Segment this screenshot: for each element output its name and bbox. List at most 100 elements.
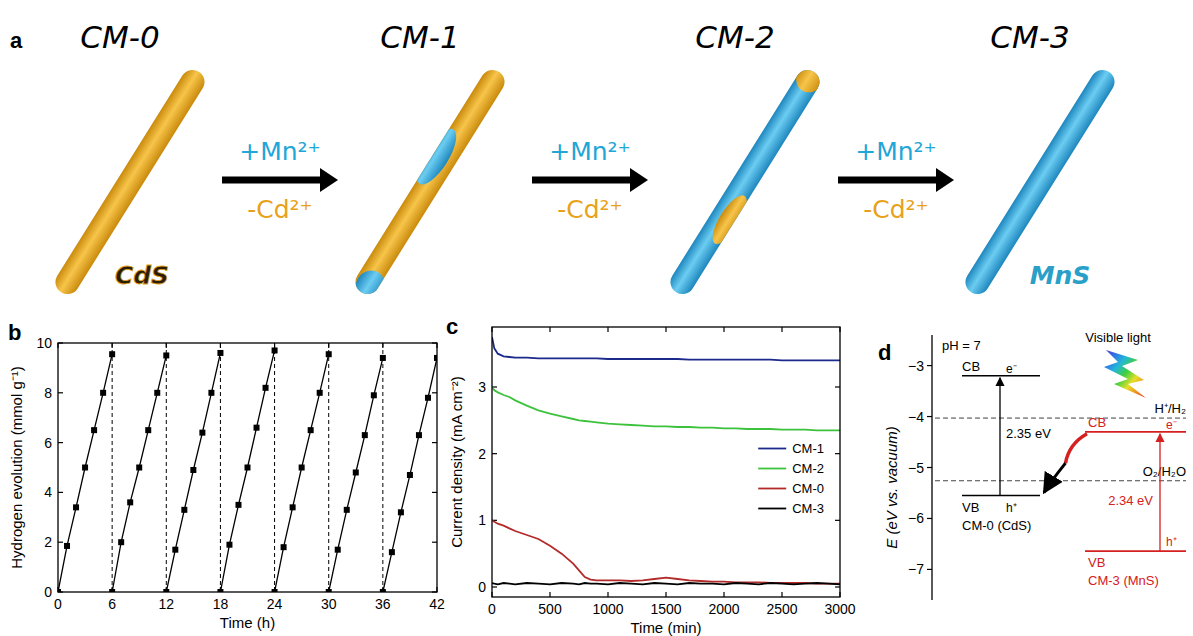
y-tick-label: 2 [478, 446, 486, 462]
light-icon [1104, 350, 1146, 398]
y-tick [927, 569, 932, 570]
rod-patches [697, 65, 824, 248]
charge-transfer [1044, 463, 1066, 492]
data-point [389, 549, 395, 555]
rod-patches [351, 123, 476, 299]
data-point [226, 542, 232, 548]
x-tick-label: 24 [267, 596, 283, 612]
data-point [73, 504, 79, 510]
data-point [416, 432, 422, 438]
arrow-label-remove: -Cd²⁺ [247, 195, 313, 224]
x-tick-label: 500 [538, 601, 562, 617]
data-point [308, 427, 314, 433]
y-tick [927, 518, 932, 519]
electron-label: e⁻ [1166, 418, 1177, 432]
arrow-label-add: +Mn²⁺ [549, 137, 631, 166]
plot-frame [492, 327, 840, 597]
band-label: CB [962, 359, 980, 374]
data-point [217, 350, 223, 356]
data-point [245, 465, 251, 471]
data-point [82, 465, 88, 471]
x-tick-label: 36 [375, 596, 391, 612]
y-tick [58, 542, 63, 543]
arrow-label-add: +Mn²⁺ [855, 137, 937, 166]
y-tick [58, 392, 63, 393]
data-point [335, 547, 341, 553]
x-tick-label: 1000 [592, 601, 623, 617]
y-tick [58, 492, 63, 493]
y-tick-label: 2 [44, 534, 52, 550]
legend-label: CM-0 [792, 481, 824, 496]
data-point [190, 467, 196, 473]
series-line [492, 387, 840, 430]
material-label: CM-0 (CdS) [962, 518, 1031, 533]
process-arrow [838, 177, 940, 184]
data-point [380, 355, 386, 361]
data-point [208, 390, 214, 396]
y-tick [492, 586, 497, 587]
x-tick-label: 1500 [650, 601, 681, 617]
data-point [163, 352, 169, 358]
panel-letter: d [878, 340, 891, 365]
y-tick-label: 0 [478, 579, 486, 595]
x-axis-title: Time (h) [220, 614, 275, 631]
data-point [127, 499, 133, 505]
legend-swatch [758, 448, 786, 450]
x-tick [723, 327, 724, 332]
nanorod [961, 65, 1119, 298]
nanorod [341, 61, 514, 307]
y-tick-label: 0 [44, 584, 52, 600]
process-arrow [532, 177, 634, 184]
x-tick [781, 592, 782, 597]
y-axis-title: E (eV vs. vacuum) [883, 426, 900, 549]
data-point [109, 351, 115, 357]
series-line [492, 337, 840, 360]
y-tick-label: 3 [478, 379, 486, 395]
electron-label: e⁻ [1006, 362, 1017, 376]
y-tick-label: 8 [44, 385, 52, 401]
arrow-label-remove: -Cd²⁺ [863, 195, 929, 224]
rod-patch [409, 123, 463, 190]
data-point [64, 543, 70, 549]
series-line [492, 583, 840, 584]
rod-body [351, 65, 509, 298]
x-tick [665, 592, 666, 597]
y-tick [432, 392, 437, 393]
data-point [371, 392, 377, 398]
data-point [326, 351, 332, 357]
rod-patch [351, 265, 390, 299]
process-arrowhead [936, 168, 954, 192]
condition-label: pH = 7 [942, 338, 981, 353]
y-tick [835, 386, 840, 387]
data-point [91, 427, 97, 433]
data-point [118, 539, 124, 545]
material-label: CdS [115, 261, 169, 290]
reference-level [935, 418, 1186, 419]
material-label: MnS [1030, 261, 1091, 290]
band-label: VB [1088, 555, 1105, 570]
data-point [425, 395, 431, 401]
excitation-arrow [1159, 434, 1160, 551]
arrow-label-remove: -Cd²⁺ [557, 195, 623, 224]
process-arrow [222, 177, 324, 184]
rod-body [961, 65, 1119, 298]
y-tick [492, 453, 497, 454]
x-tick [549, 592, 550, 597]
hole-label: h⁺ [1166, 535, 1177, 549]
gap-label: 2.34 eV [1108, 493, 1153, 508]
data-point [344, 507, 350, 513]
y-tick-label: −3 [908, 358, 924, 374]
y-tick-label: 1 [478, 512, 486, 528]
excitation-arrow [999, 378, 1000, 496]
plot-data [492, 337, 840, 584]
data-point [235, 502, 241, 508]
x-tick-label: 12 [158, 596, 174, 612]
cycle-boundary [274, 343, 275, 592]
cycle-boundary [382, 343, 383, 592]
data-point [398, 509, 404, 515]
valence-band [962, 495, 1040, 497]
y-tick [927, 467, 932, 468]
data-point [172, 547, 178, 553]
data-point [299, 465, 305, 471]
y-tick-label: −6 [908, 510, 924, 526]
